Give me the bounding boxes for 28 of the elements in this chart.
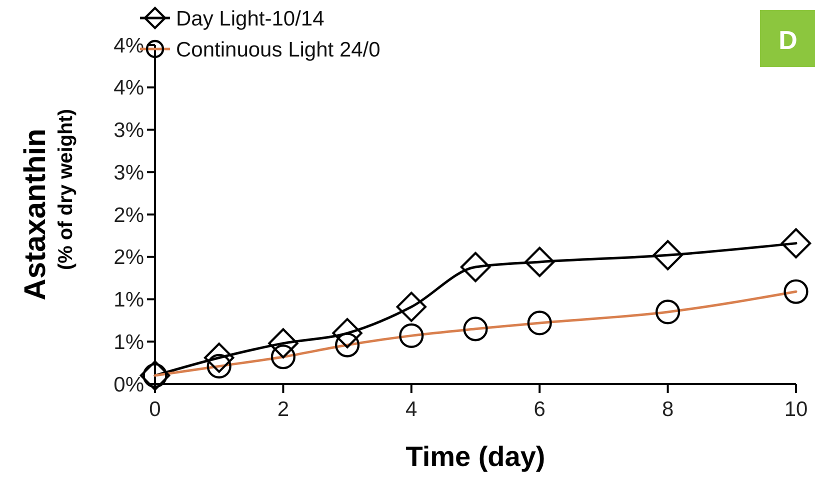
y-tick-label: 0% — [114, 373, 144, 396]
point — [396, 292, 426, 322]
x-tick-label: 2 — [277, 398, 290, 421]
x-tick-label: 0 — [149, 398, 161, 421]
y-axis-title: Astaxanthin (% of dry weight) — [19, 108, 77, 300]
point — [460, 252, 491, 282]
legend-label: Continuous Light 24/0 — [176, 38, 380, 62]
point — [652, 240, 683, 270]
y-tick-label: 3% — [114, 161, 144, 184]
y-tick-label: 1% — [114, 288, 144, 312]
point — [780, 228, 812, 258]
y-tick-label: 2% — [114, 246, 144, 270]
point — [268, 328, 298, 358]
legend-label: Day Light-10/14 — [176, 7, 325, 30]
y-tick-label: 1% — [114, 330, 144, 354]
x-tick-label: 8 — [662, 398, 674, 421]
x-tick-label: 10 — [784, 398, 808, 421]
x-axis-title: Time (day) — [406, 441, 546, 472]
y-tick-label: 4% — [114, 34, 144, 58]
x-tick-label: 6 — [534, 398, 546, 421]
point — [524, 246, 555, 278]
y-tick-label: 4% — [114, 76, 144, 100]
annotation: D — [778, 25, 798, 56]
y-tick-label: 2% — [114, 204, 144, 227]
y-tick-label: 3% — [114, 119, 144, 142]
point — [332, 318, 362, 348]
point — [204, 342, 234, 373]
x-tick-label: 4 — [406, 398, 418, 421]
